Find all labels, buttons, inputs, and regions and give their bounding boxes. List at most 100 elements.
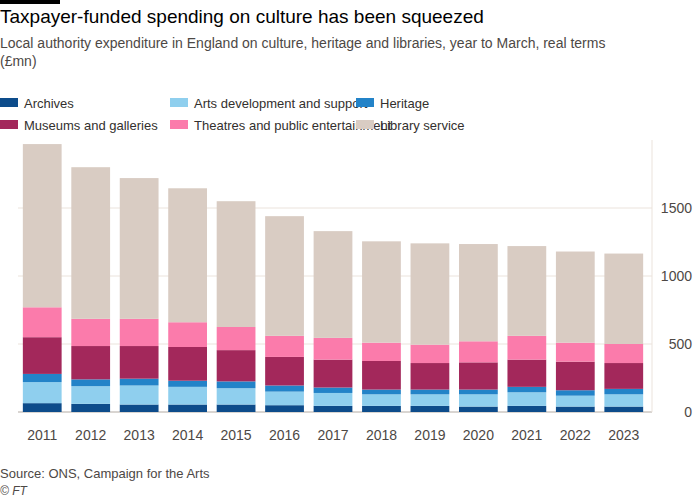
y-tick-label: 500 [669, 336, 693, 352]
bar-segment [362, 241, 401, 342]
bars [23, 144, 643, 412]
bar-segment [556, 396, 595, 407]
bar-segment [71, 319, 110, 346]
x-tick-label: 2014 [172, 427, 203, 443]
bar-segment [265, 405, 304, 412]
bar-segment [23, 374, 62, 382]
bar-segment [168, 188, 207, 322]
bar-segment [23, 403, 62, 412]
x-tick-label: 2017 [317, 427, 348, 443]
bar-segment [217, 388, 256, 404]
bar-segment [120, 405, 159, 412]
bar-segment [507, 387, 546, 392]
bar-segment [265, 392, 304, 406]
legend-swatch [170, 120, 188, 129]
bar-segment [604, 344, 643, 363]
legend-label: Museums and galleries [24, 118, 158, 133]
chart: 0500100015002011201220132014201520162017… [0, 0, 700, 500]
bar-segment [23, 337, 62, 374]
bar-segment [314, 360, 353, 388]
bar-segment [556, 343, 595, 362]
bar-segment [459, 390, 498, 395]
bar-segment [459, 394, 498, 406]
bar-segment [168, 347, 207, 381]
legend-label: Heritage [380, 96, 429, 111]
bar-segment [71, 404, 110, 412]
bar-segment [120, 385, 159, 404]
x-tick-label: 2018 [366, 427, 397, 443]
bar-segment [604, 389, 643, 394]
y-tick-label: 1500 [661, 200, 692, 216]
bar-segment [411, 345, 450, 363]
x-tick-label: 2016 [269, 427, 300, 443]
bar-segment [507, 360, 546, 387]
legend-item: Archives [0, 96, 74, 112]
bar-segment [120, 346, 159, 379]
x-tick-label: 2019 [414, 427, 445, 443]
bar-segment [604, 407, 643, 412]
bar-segment [362, 390, 401, 395]
bar-segment [265, 216, 304, 336]
legend-label: Library service [380, 118, 465, 133]
legend-swatch [170, 98, 188, 107]
bar-segment [507, 406, 546, 412]
bar-segment [23, 382, 62, 403]
bar-segment [265, 336, 304, 357]
bar-segment [314, 338, 353, 360]
legend-label: Arts development and support [194, 96, 367, 111]
x-tick-label: 2013 [124, 427, 155, 443]
bar-segment [411, 390, 450, 395]
bar-segment [168, 387, 207, 405]
bar-segment [411, 394, 450, 406]
credit: © FT [0, 484, 27, 498]
bar-segment [362, 343, 401, 361]
bar-segment [23, 144, 62, 307]
bar-segment [71, 379, 110, 386]
x-tick-label: 2012 [75, 427, 106, 443]
legend-item: Library service [356, 118, 465, 134]
bar-segment [314, 388, 353, 393]
bar-segment [362, 361, 401, 390]
bar-segment [168, 322, 207, 347]
bar-segment [23, 307, 62, 337]
bar-segment [217, 327, 256, 350]
bar-segment [507, 246, 546, 336]
legend-item: Museums and galleries [0, 118, 158, 134]
bar-segment [556, 362, 595, 391]
bar-segment [71, 386, 110, 404]
bar-segment [459, 244, 498, 341]
bar-segment [507, 336, 546, 360]
legend-item: Arts development and support [170, 96, 367, 112]
bar-segment [507, 392, 546, 406]
x-tick-label: 2021 [511, 427, 542, 443]
x-tick-label: 2022 [560, 427, 591, 443]
bar-segment [314, 393, 353, 406]
bar-segment [265, 357, 304, 386]
bar-segment [71, 346, 110, 379]
bar-segment [604, 254, 643, 344]
bar-segment [362, 406, 401, 412]
bar-segment [604, 394, 643, 406]
subtitle: Local authority expenditure in England o… [0, 34, 640, 70]
bar-segment [120, 178, 159, 319]
source: Source: ONS, Campaign for the Arts [0, 466, 210, 481]
legend-item: Heritage [356, 96, 429, 112]
bar-segment [217, 350, 256, 381]
bar-segment [71, 167, 110, 319]
x-tick-label: 2015 [220, 427, 251, 443]
bar-segment [459, 362, 498, 389]
title: Taxpayer-funded spending on culture has … [0, 6, 700, 28]
bar-segment [265, 385, 304, 391]
bar-segment [120, 319, 159, 346]
bar-segment [314, 231, 353, 338]
legend-swatch [0, 120, 18, 129]
bar-segment [411, 363, 450, 390]
bar-segment [217, 381, 256, 388]
bar-segment [411, 243, 450, 344]
bar-segment [556, 390, 595, 395]
y-axis-line [652, 140, 653, 412]
legend-swatch [356, 98, 374, 107]
bar-segment [459, 407, 498, 412]
bar-segment [217, 405, 256, 412]
bar-segment [604, 363, 643, 389]
